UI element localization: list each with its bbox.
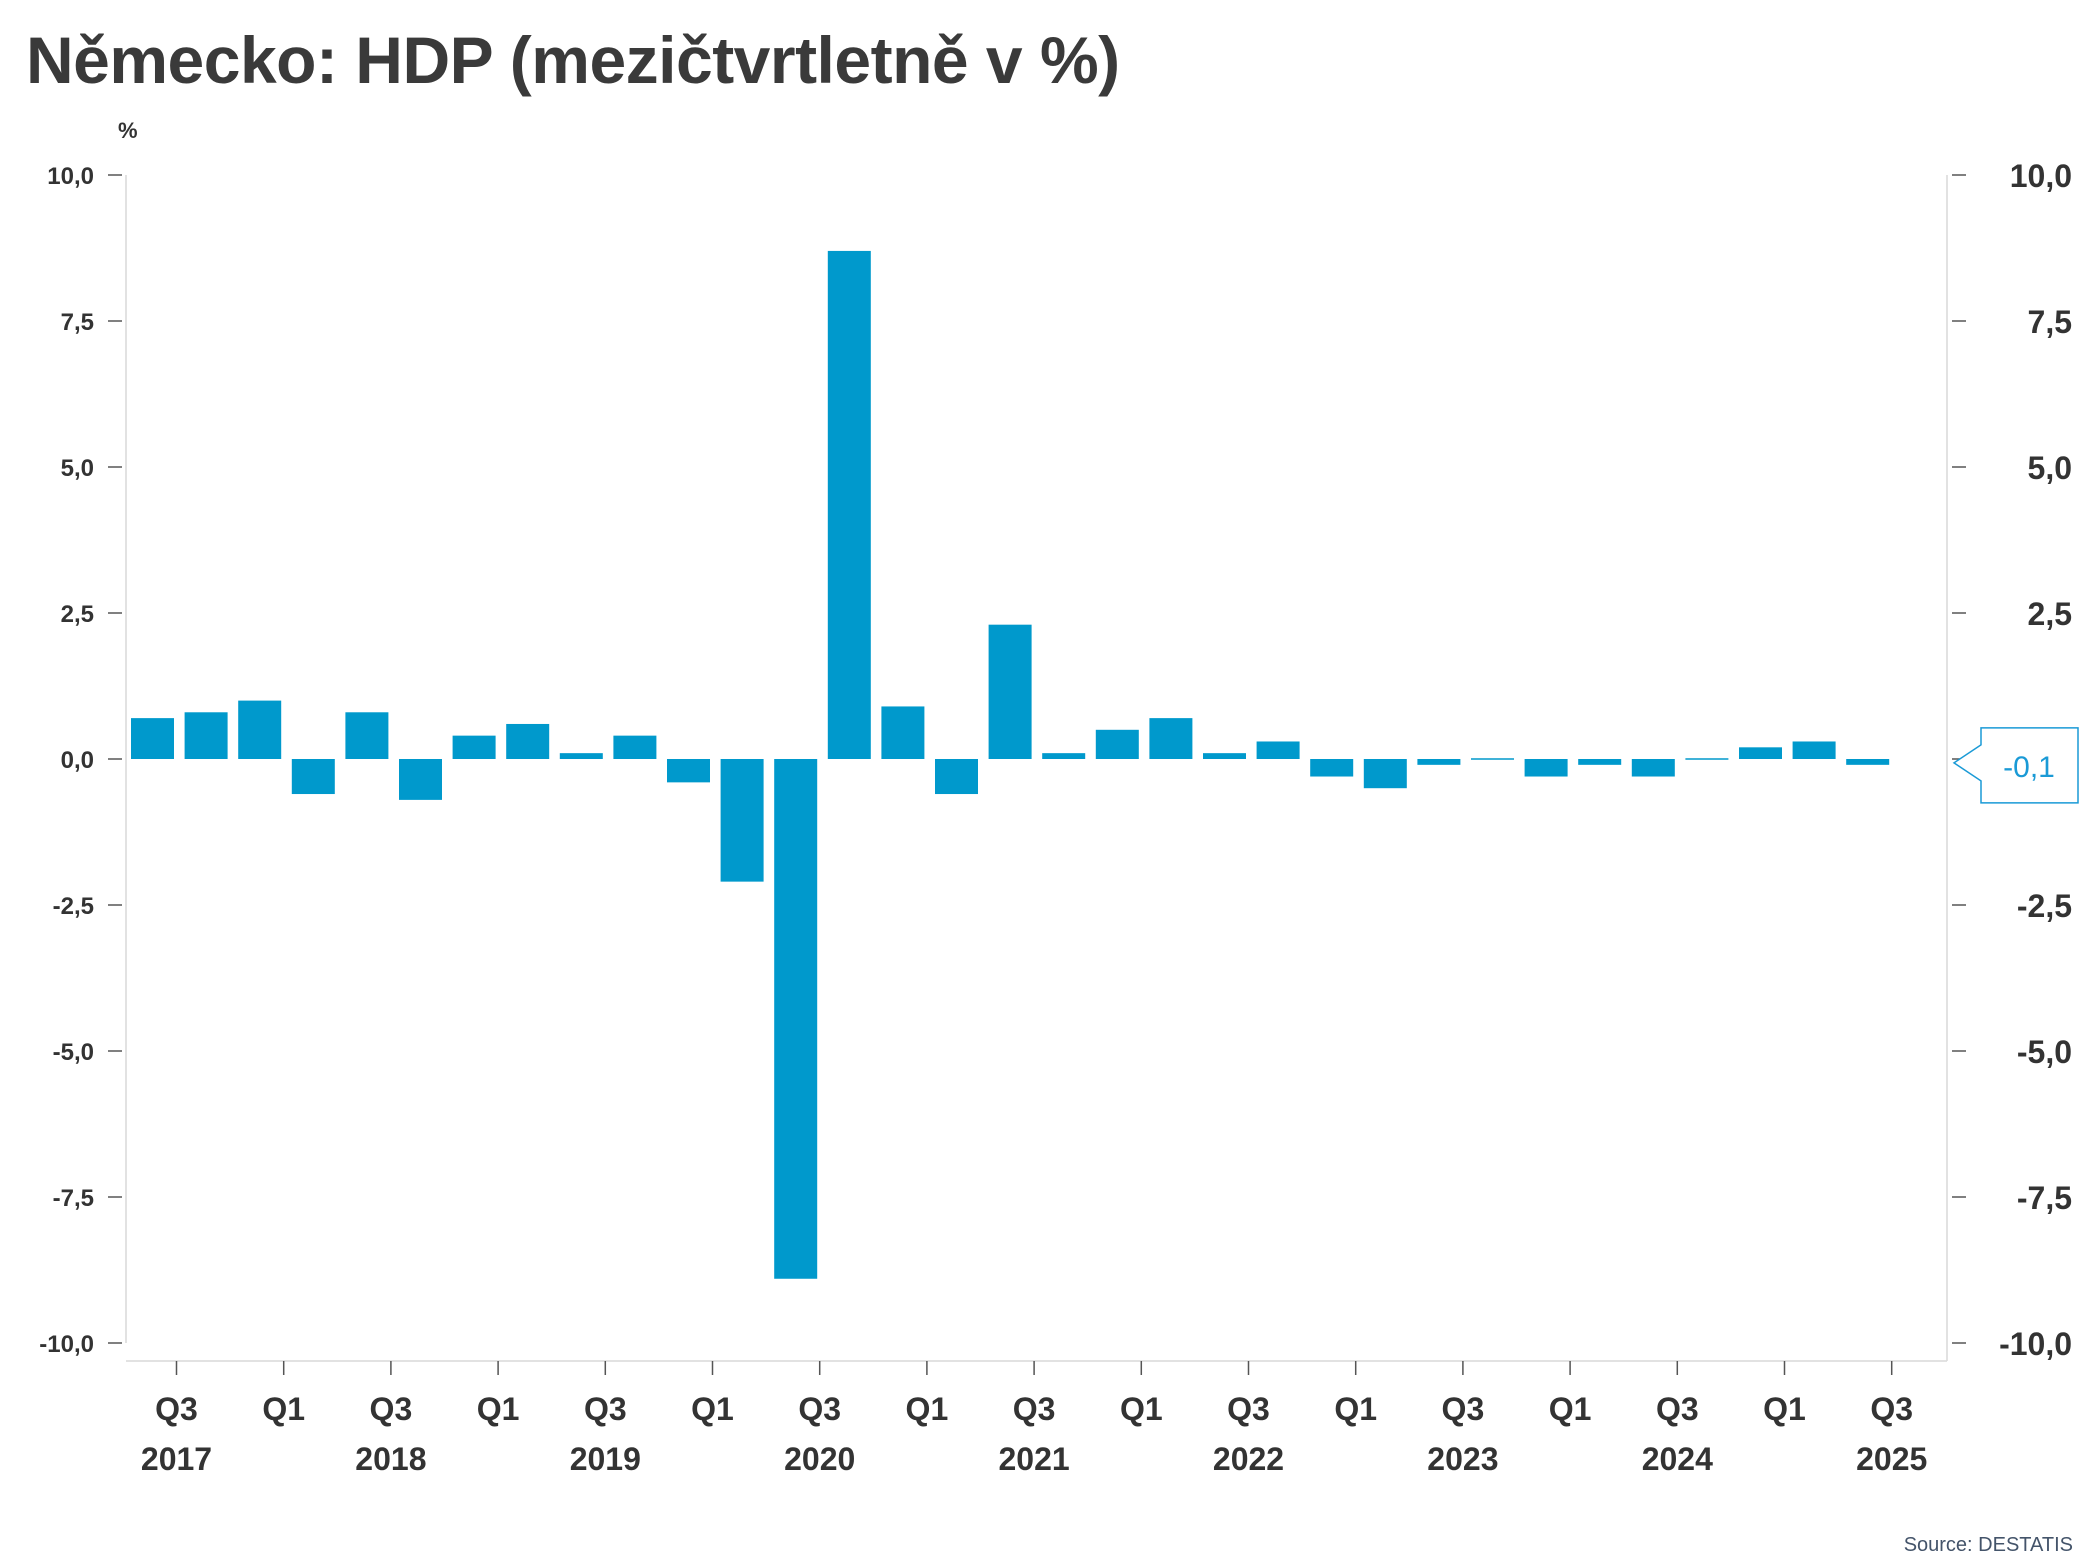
bar: [506, 723, 550, 759]
y-left-tick-label: -5,0: [53, 1039, 94, 1066]
x-tick-label-year: 2021: [999, 1441, 1070, 1477]
x-tick-label-quarter: Q1: [691, 1391, 734, 1427]
x-tick-label-year: 2025: [1856, 1441, 1927, 1477]
bar: [1149, 718, 1193, 759]
bar: [613, 735, 657, 759]
bar: [935, 759, 978, 795]
bar: [1631, 759, 1675, 777]
x-tick-label-quarter: Q3: [370, 1391, 413, 1427]
x-tick-label-year: 2023: [1427, 1441, 1498, 1477]
y-left-tick-label: 5,0: [61, 455, 94, 482]
x-tick-label-quarter: Q1: [1334, 1391, 1377, 1427]
x-tick-label-quarter: Q3: [584, 1391, 627, 1427]
chart-title: Německo: HDP (mezičtvrtletně v %): [26, 23, 1120, 97]
bar: [1095, 729, 1139, 759]
bar: [1042, 753, 1086, 759]
bar: [1739, 747, 1782, 759]
y-right-tick-label: -2,5: [2017, 888, 2072, 924]
last-value-label: -0,1: [2003, 751, 2055, 784]
chart-frame: [125, 175, 1948, 1362]
source-note: Source: DESTATIS: [1903, 1534, 2073, 1556]
y-right-tick-label: -5,0: [2017, 1034, 2072, 1070]
bar: [827, 250, 871, 760]
last-value-callout: -0,1: [1952, 727, 2079, 804]
x-tick-label-year: 2019: [570, 1441, 641, 1477]
bar: [1203, 753, 1246, 759]
x-tick-label-quarter: Q1: [1763, 1391, 1806, 1427]
callout-box: [1952, 727, 2079, 804]
bar: [1792, 741, 1836, 759]
y-right-tick-label: 5,0: [2028, 450, 2072, 486]
x-tick-label-quarter: Q3: [1227, 1391, 1270, 1427]
bar: [291, 759, 335, 795]
bar: [774, 759, 818, 1279]
bar: [667, 759, 710, 783]
x-tick-label-quarter: Q1: [906, 1391, 949, 1427]
bar: [345, 712, 389, 759]
x-tick-label-quarter: Q3: [155, 1391, 198, 1427]
bar: [1846, 759, 1890, 765]
bar: [1363, 759, 1407, 789]
bar: [1578, 759, 1622, 765]
bar: [988, 624, 1032, 759]
bar: [1524, 759, 1568, 777]
y-right-tick-label: -7,5: [2017, 1180, 2072, 1216]
y-left-tick-label: 2,5: [61, 601, 94, 628]
bar: [559, 753, 603, 759]
x-tick-label-quarter: Q3: [1870, 1391, 1913, 1427]
bar: [1471, 758, 1514, 760]
x-tick-label-year: 2022: [1213, 1441, 1284, 1477]
x-tick-label-quarter: Q1: [1549, 1391, 1592, 1427]
bar: [238, 700, 282, 759]
y-right-tick-label: 10,0: [2010, 158, 2072, 194]
x-tick-label-quarter: Q1: [262, 1391, 305, 1427]
x-tick-label-year: 2020: [784, 1441, 855, 1477]
y-left-tick-label: 10,0: [47, 163, 94, 190]
y-axis-unit-label: %: [118, 118, 138, 143]
y-right-tick-label: -10,0: [1999, 1326, 2072, 1362]
y-left-tick-label: -7,5: [53, 1185, 94, 1212]
bar: [1256, 741, 1300, 759]
y-left-tick-label: 0,0: [61, 747, 94, 774]
bar: [720, 759, 764, 882]
bar: [399, 759, 442, 800]
y-left-tick-label: -2,5: [53, 893, 94, 920]
x-tick-label-year: 2017: [141, 1441, 212, 1477]
bar-series: [131, 250, 1890, 1279]
x-tick-label-quarter: Q3: [1013, 1391, 1056, 1427]
y-left-tick-label: 7,5: [61, 309, 94, 336]
x-axis: Q3 2017 Q1 Q3 2018 Q1 Q3 2019 Q1 Q3 2020 Q1 Q3 2021 Q1…: [141, 1361, 1927, 1477]
y-right-tick-label: 7,5: [2028, 304, 2072, 340]
x-tick-label-quarter: Q3: [1442, 1391, 1485, 1427]
y-right-tick-label: 2,5: [2028, 596, 2072, 632]
x-tick-label-quarter: Q1: [1120, 1391, 1163, 1427]
bar: [131, 718, 174, 759]
right-y-axis: 10,07,55,02,50,0-2,5-5,0-7,5-10,0: [1952, 158, 2072, 1362]
bar: [184, 712, 228, 759]
x-tick-label-quarter: Q3: [1656, 1391, 1699, 1427]
bar: [452, 735, 496, 759]
bar: [881, 706, 925, 759]
bar: [1417, 759, 1461, 765]
x-tick-label-year: 2024: [1642, 1441, 1713, 1477]
bar: [1310, 759, 1354, 777]
bar: [1685, 758, 1729, 760]
left-y-axis: 10,0 7,5 5,0 2,5 0,0 -2,5 -5,0 -7,5 -10,0: [39, 163, 122, 1358]
x-tick-label-quarter: Q3: [798, 1391, 841, 1427]
y-left-tick-label: -10,0: [39, 1331, 94, 1358]
x-tick-label-year: 2018: [355, 1441, 426, 1477]
x-tick-label-quarter: Q1: [477, 1391, 520, 1427]
